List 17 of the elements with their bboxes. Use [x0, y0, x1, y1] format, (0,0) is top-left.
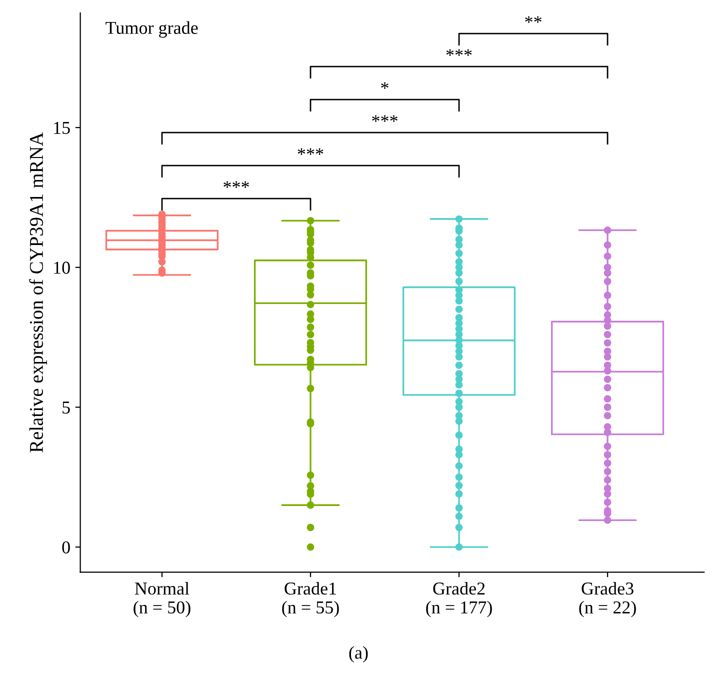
annotation: *** — [372, 115, 398, 122]
annotation: *** — [224, 181, 249, 188]
x-tick-label: Grade2 (n = 177) — [426, 582, 492, 618]
text: (a) — [349, 646, 368, 662]
annotation: * — [381, 82, 388, 89]
y-axis-title: Relative expression of CYP39A1 mRNA — [29, 132, 47, 452]
y-tick-label: 15 — [54, 122, 70, 134]
y-tick-label: 10 — [54, 262, 70, 274]
annotation: *** — [446, 49, 472, 56]
chart-title: Tumor grade — [106, 21, 198, 38]
y-tick-label: 5 — [62, 402, 70, 414]
annotation: *** — [298, 148, 324, 155]
annotation: ** — [525, 16, 542, 23]
x-tick-label: Grade3 (n = 22) — [579, 582, 636, 618]
x-tick-label: Grade1 (n = 55) — [282, 582, 339, 618]
x-tick-label: Normal (n = 50) — [134, 582, 190, 618]
y-tick-label: 0 — [62, 541, 70, 554]
